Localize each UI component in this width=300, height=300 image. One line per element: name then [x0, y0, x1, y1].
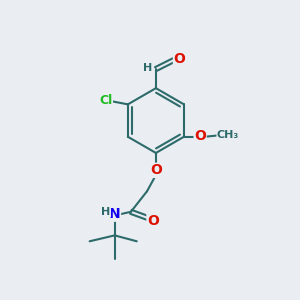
Text: H: H	[143, 63, 152, 73]
Text: O: O	[173, 52, 185, 66]
Text: O: O	[194, 129, 206, 143]
Text: N: N	[109, 207, 121, 221]
Text: O: O	[151, 163, 162, 177]
Text: H: H	[101, 207, 110, 217]
Text: O: O	[147, 214, 159, 228]
Text: Cl: Cl	[99, 94, 112, 107]
Text: CH₃: CH₃	[217, 130, 239, 140]
